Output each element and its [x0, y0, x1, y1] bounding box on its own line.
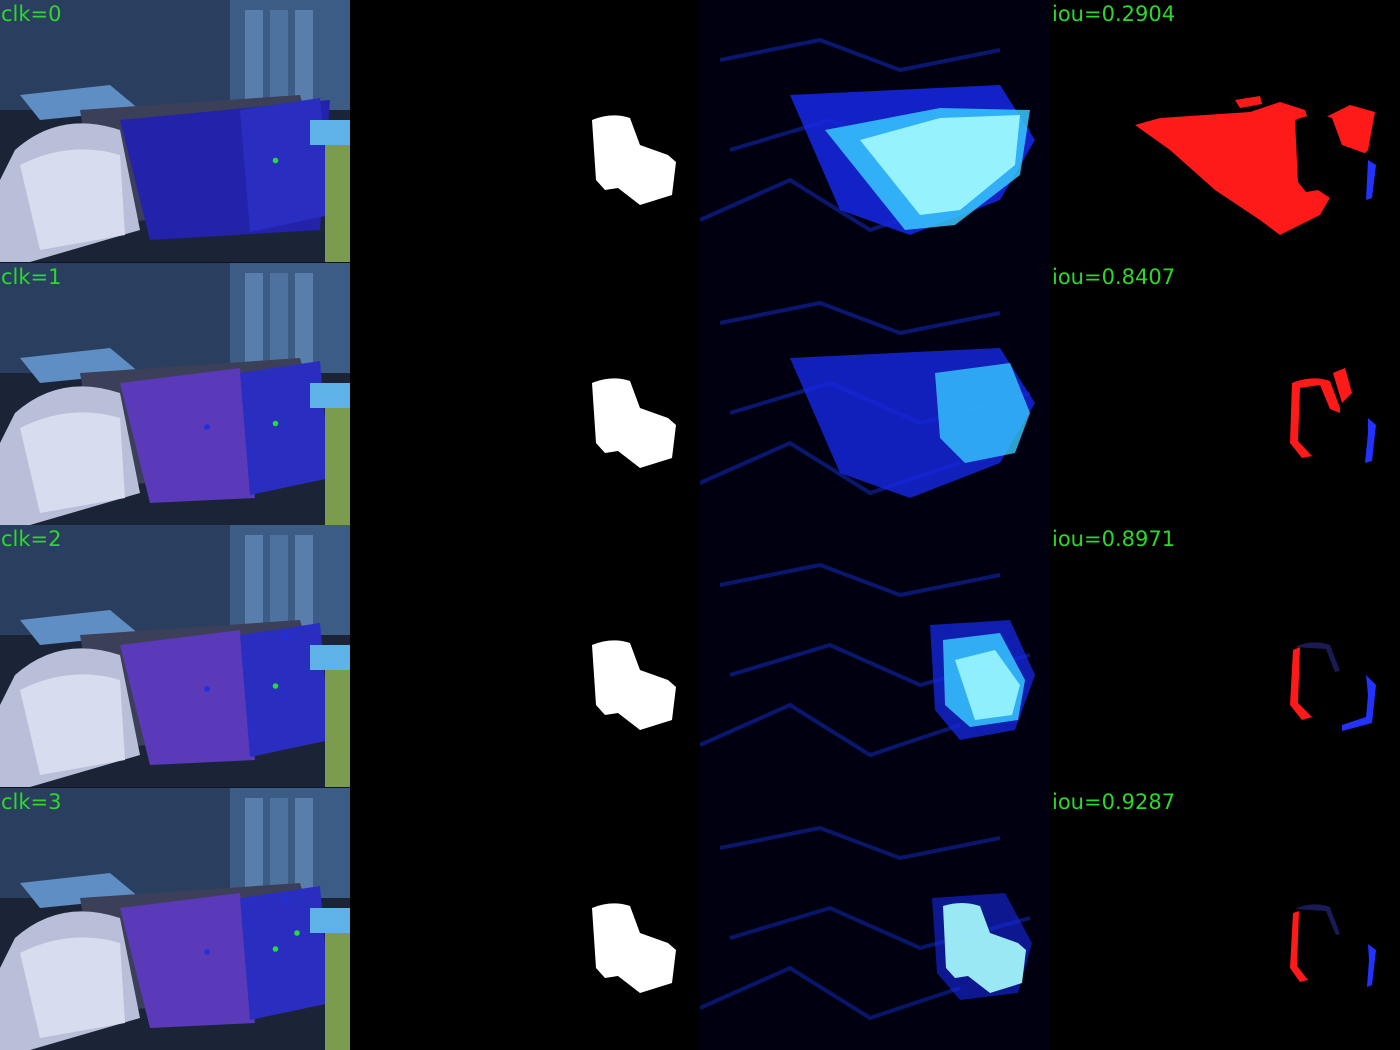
predicted-mask-panel — [350, 0, 700, 263]
false-positive-region — [1342, 675, 1376, 731]
negative-click-marker — [204, 948, 210, 955]
probability-map-panel — [700, 787, 1050, 1050]
error-map-panel: iou=0.8971 — [1050, 525, 1400, 788]
iou-score-label: iou=0.9287 — [1052, 789, 1176, 814]
iou-score-label: iou=0.2904 — [1052, 2, 1176, 26]
heat-region — [943, 902, 1026, 993]
predicted-mask-panel — [350, 262, 700, 525]
probability-map-panel — [700, 525, 1050, 788]
negative-click-marker — [204, 423, 210, 430]
false-positive-region — [1367, 943, 1376, 987]
positive-click-marker — [272, 157, 279, 164]
mask-shape — [592, 377, 676, 468]
mask-shape — [592, 902, 676, 993]
probability-map-panel — [700, 0, 1050, 263]
negative-click-marker — [204, 686, 210, 692]
scene-image: clk=1 — [0, 262, 350, 525]
click-count-label: clk=0 — [1, 2, 62, 26]
scene-image: clk=3 — [0, 787, 350, 1050]
predicted-mask-panel — [350, 787, 700, 1050]
positive-click-marker — [272, 945, 279, 952]
heat-region — [935, 362, 1030, 463]
false-negative-region — [1290, 910, 1308, 982]
probability-map-panel — [700, 262, 1050, 525]
error-map-panel: iou=0.9287 — [1050, 787, 1400, 1050]
false-negative-region — [1290, 377, 1340, 458]
scene-photo — [0, 525, 350, 788]
row-clk-3: clk=3 — [0, 787, 1400, 1050]
scene-photo — [0, 0, 350, 263]
error-map-panel: iou=0.8407 — [1050, 262, 1400, 525]
negative-click-marker — [283, 896, 289, 903]
iou-score-label: iou=0.8407 — [1052, 264, 1176, 289]
mask-shape — [592, 640, 676, 730]
click-count-label: clk=3 — [1, 789, 62, 814]
error-map-panel: iou=0.2904 — [1050, 0, 1400, 263]
click-count-label: clk=1 — [1, 264, 62, 289]
predicted-mask-panel — [350, 525, 700, 788]
scene-photo — [0, 262, 350, 525]
scene-image: clk=2 — [0, 525, 350, 788]
iou-score-label: iou=0.8971 — [1052, 527, 1176, 551]
heat-region — [955, 650, 1020, 720]
false-positive-region — [1366, 160, 1376, 200]
positive-click-marker — [272, 420, 279, 426]
negative-click-marker — [283, 634, 289, 640]
positive-click-marker — [272, 683, 279, 689]
heat-region — [860, 115, 1020, 215]
scene-image: clk=0 — [0, 0, 350, 263]
scene-photo — [0, 787, 350, 1050]
row-clk-0: clk=0 — [0, 0, 1400, 263]
false-positive-region — [1365, 417, 1376, 463]
positive-click-marker — [294, 929, 300, 936]
false-negative-region — [1290, 647, 1312, 720]
row-clk-2: clk=2 — [0, 525, 1400, 788]
click-count-label: clk=2 — [1, 527, 62, 551]
row-clk-1: clk=1 — [0, 262, 1400, 525]
mask-shape — [592, 115, 676, 205]
